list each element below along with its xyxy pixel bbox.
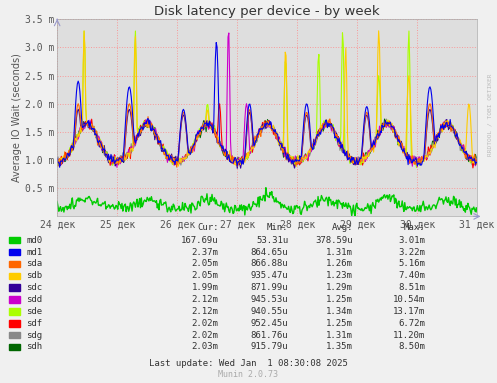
Text: 53.31u: 53.31u xyxy=(256,236,288,245)
Text: 940.55u: 940.55u xyxy=(250,307,288,316)
Text: 5.16m: 5.16m xyxy=(398,259,425,268)
Text: 1.99m: 1.99m xyxy=(192,283,219,292)
Text: 866.88u: 866.88u xyxy=(250,259,288,268)
Text: Cur:: Cur: xyxy=(197,223,219,232)
Y-axis label: Average IO Wait (seconds): Average IO Wait (seconds) xyxy=(12,53,22,182)
Text: 915.79u: 915.79u xyxy=(250,342,288,352)
Text: 1.25m: 1.25m xyxy=(326,295,353,304)
Text: 1.26m: 1.26m xyxy=(326,259,353,268)
Text: 8.51m: 8.51m xyxy=(398,283,425,292)
Text: 2.12m: 2.12m xyxy=(192,307,219,316)
Text: 2.05m: 2.05m xyxy=(192,271,219,280)
Text: Munin 2.0.73: Munin 2.0.73 xyxy=(219,370,278,379)
Text: 1.34m: 1.34m xyxy=(326,307,353,316)
Text: 1.25m: 1.25m xyxy=(326,319,353,328)
Text: 13.17m: 13.17m xyxy=(393,307,425,316)
Text: 1.23m: 1.23m xyxy=(326,271,353,280)
Text: 871.99u: 871.99u xyxy=(250,283,288,292)
Text: 935.47u: 935.47u xyxy=(250,271,288,280)
Text: sdf: sdf xyxy=(26,319,42,328)
Text: md1: md1 xyxy=(26,247,42,257)
Text: 3.01m: 3.01m xyxy=(398,236,425,245)
Text: sdb: sdb xyxy=(26,271,42,280)
Text: 1.31m: 1.31m xyxy=(326,331,353,340)
Text: Avg:: Avg: xyxy=(331,223,353,232)
Text: Min:: Min: xyxy=(267,223,288,232)
Text: sda: sda xyxy=(26,259,42,268)
Text: 864.65u: 864.65u xyxy=(250,247,288,257)
Text: RRDTOOL / TOBI OETIKER: RRDTOOL / TOBI OETIKER xyxy=(487,74,492,156)
Text: 1.31m: 1.31m xyxy=(326,247,353,257)
Text: 945.53u: 945.53u xyxy=(250,295,288,304)
Title: Disk latency per device - by week: Disk latency per device - by week xyxy=(155,5,380,18)
Text: 2.05m: 2.05m xyxy=(192,259,219,268)
Text: 10.54m: 10.54m xyxy=(393,295,425,304)
Text: 2.02m: 2.02m xyxy=(192,319,219,328)
Text: 2.03m: 2.03m xyxy=(192,342,219,352)
Text: 2.02m: 2.02m xyxy=(192,331,219,340)
Text: 167.69u: 167.69u xyxy=(181,236,219,245)
Text: 378.59u: 378.59u xyxy=(315,236,353,245)
Text: 8.50m: 8.50m xyxy=(398,342,425,352)
Text: 2.12m: 2.12m xyxy=(192,295,219,304)
Text: sdd: sdd xyxy=(26,295,42,304)
Text: sdc: sdc xyxy=(26,283,42,292)
Text: 2.37m: 2.37m xyxy=(192,247,219,257)
Text: 1.29m: 1.29m xyxy=(326,283,353,292)
Text: Max:: Max: xyxy=(404,223,425,232)
Text: 7.40m: 7.40m xyxy=(398,271,425,280)
Text: sdg: sdg xyxy=(26,331,42,340)
Text: 6.72m: 6.72m xyxy=(398,319,425,328)
Text: sde: sde xyxy=(26,307,42,316)
Text: 861.76u: 861.76u xyxy=(250,331,288,340)
Text: 11.20m: 11.20m xyxy=(393,331,425,340)
Text: md0: md0 xyxy=(26,236,42,245)
Text: 1.35m: 1.35m xyxy=(326,342,353,352)
Text: Last update: Wed Jan  1 08:30:08 2025: Last update: Wed Jan 1 08:30:08 2025 xyxy=(149,358,348,368)
Text: 952.45u: 952.45u xyxy=(250,319,288,328)
Text: 3.22m: 3.22m xyxy=(398,247,425,257)
Text: sdh: sdh xyxy=(26,342,42,352)
